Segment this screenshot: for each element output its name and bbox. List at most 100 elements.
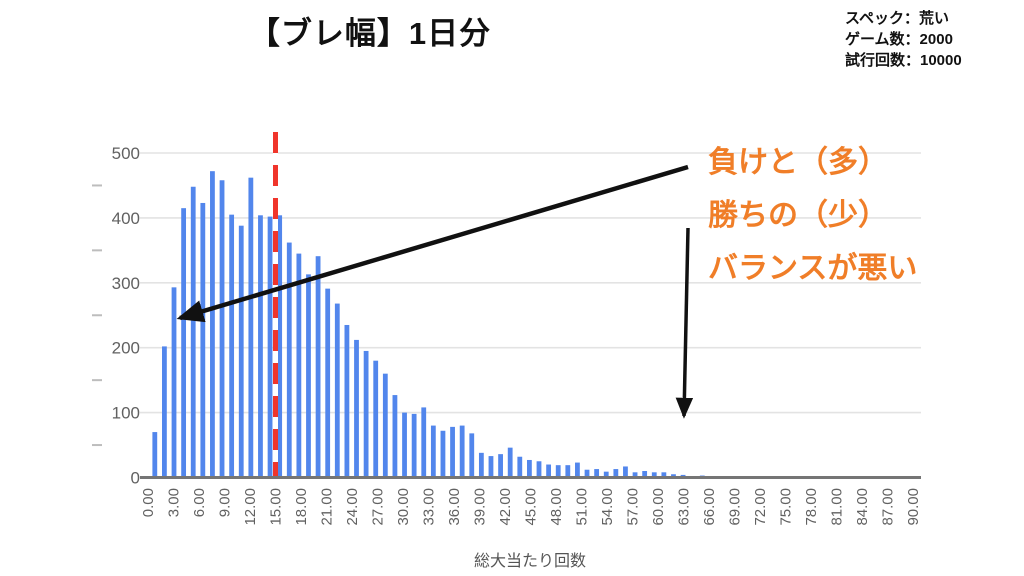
x-tick-label: 69.00 <box>727 488 744 526</box>
histogram-bar <box>536 461 542 478</box>
arrow-to-right-tail <box>675 227 694 419</box>
histogram-bar <box>613 469 619 478</box>
histogram-bar <box>325 288 331 478</box>
x-tick-label: 0.00 <box>140 488 157 517</box>
page-title: 【ブレ幅】1日分 <box>248 16 492 51</box>
x-tick-label: 15.00 <box>268 488 285 526</box>
histogram-bar <box>584 469 590 478</box>
y-tick-label: 400 <box>112 209 140 228</box>
x-tick-label: 36.00 <box>446 488 463 526</box>
histogram-bar <box>671 474 676 478</box>
x-tick-label: 66.00 <box>701 488 718 526</box>
x-tick-label: 42.00 <box>497 488 514 526</box>
histogram-bar <box>430 425 436 478</box>
x-tick-label: 45.00 <box>523 488 540 526</box>
histogram-bar <box>478 452 484 478</box>
info-trials: 試行回数：10000 <box>845 52 962 69</box>
histogram-bar <box>238 225 244 478</box>
x-tick-label: 27.00 <box>370 488 387 526</box>
histogram-bar <box>306 274 311 478</box>
histogram-bar <box>181 208 187 478</box>
x-axis-title-text: 総大当たり回数 <box>474 552 586 570</box>
histogram-bar <box>190 186 196 478</box>
histogram-bar <box>498 454 503 478</box>
histogram-bar <box>171 287 177 478</box>
annotation-line-1: 負けと（多） <box>708 146 888 179</box>
histogram-bar <box>411 413 417 478</box>
x-tick-label: 6.00 <box>191 488 208 517</box>
x-tick-label: 30.00 <box>395 488 412 526</box>
x-tick-labels: 0.00 3.00 6.00 9.00 12.00 15.00 18.00 21.00 24.0… <box>140 488 922 526</box>
histogram-bar <box>277 215 283 478</box>
histogram-bar <box>632 472 638 478</box>
x-axis-title: 総大当たり回数 <box>474 552 586 570</box>
histogram-bar <box>594 469 600 478</box>
y-tick-label: 0 <box>131 469 140 488</box>
annotation-arrows <box>176 164 694 419</box>
x-tick-label: 87.00 <box>880 488 897 526</box>
x-tick-label: 3.00 <box>166 488 183 517</box>
histogram-bar <box>315 256 321 478</box>
annotation-line-3: バランスが悪い <box>708 252 918 285</box>
x-tick-label: 63.00 <box>676 488 693 526</box>
histogram-bar <box>469 433 475 478</box>
y-minor-ticks <box>92 184 102 447</box>
x-tick-label: 51.00 <box>574 488 591 526</box>
histogram-bar <box>229 214 235 478</box>
x-tick-label: 39.00 <box>472 488 489 526</box>
histogram-bar <box>575 462 580 478</box>
x-tick-label: 81.00 <box>829 488 846 526</box>
x-tick-label: 12.00 <box>242 488 259 526</box>
histogram-bar <box>219 180 225 478</box>
x-tick-label: 90.00 <box>905 488 922 526</box>
y-tick-label: 300 <box>112 274 140 293</box>
x-tick-label: 75.00 <box>778 488 795 526</box>
histogram-bar <box>152 432 158 478</box>
x-tick-label: 78.00 <box>803 488 820 526</box>
y-tick-labels: 0 100 200 300 400 500 <box>112 144 140 488</box>
histogram-bar <box>392 395 398 478</box>
histogram-bar <box>210 171 215 478</box>
histogram-bar <box>651 472 657 478</box>
x-tick-label: 48.00 <box>548 488 565 526</box>
x-tick-label: 54.00 <box>599 488 616 526</box>
histogram-bar <box>459 425 465 478</box>
info-games: ゲーム数：2000 <box>845 31 953 48</box>
histogram-bar <box>200 202 206 478</box>
x-tick-label: 72.00 <box>752 488 769 526</box>
histogram-bar <box>267 216 273 478</box>
histogram-bar <box>421 407 427 478</box>
histogram-bar <box>363 350 369 478</box>
annotation-line-2: 勝ちの（少） <box>708 199 888 232</box>
annotation-text: 負けと（多） 勝ちの（少） バランスが悪い <box>708 136 917 295</box>
x-tick-label: 18.00 <box>293 488 310 526</box>
x-tick-label: 33.00 <box>421 488 438 526</box>
histogram-bar <box>565 465 571 478</box>
y-tick-label: 200 <box>112 339 140 358</box>
histogram-bar <box>334 303 340 478</box>
info-block: スペック：荒い ゲーム数：2000 試行回数：10000 <box>845 8 1020 71</box>
histogram-bar <box>661 472 667 478</box>
histogram-bar <box>286 242 292 478</box>
arrow-to-left-peak <box>176 164 689 323</box>
histogram-bars <box>152 171 705 478</box>
x-tick-label: 9.00 <box>217 488 234 517</box>
y-tick-label: 500 <box>112 144 140 163</box>
y-tick-label: 100 <box>112 404 140 423</box>
histogram-bar <box>296 253 302 478</box>
x-tick-label: 21.00 <box>319 488 336 526</box>
histogram-bar <box>354 339 359 478</box>
histogram-bar <box>546 464 552 478</box>
histogram-bar <box>402 412 407 478</box>
histogram-bar <box>623 466 628 478</box>
histogram-bar <box>450 426 455 478</box>
histogram-bar <box>373 360 379 478</box>
histogram-bar <box>555 465 561 478</box>
info-spec: スペック：荒い <box>845 10 949 27</box>
histogram-bar <box>642 471 648 478</box>
x-tick-label: 84.00 <box>854 488 871 526</box>
histogram-bar <box>488 456 494 478</box>
histogram-bar <box>382 373 388 478</box>
histogram-bar <box>603 471 609 478</box>
